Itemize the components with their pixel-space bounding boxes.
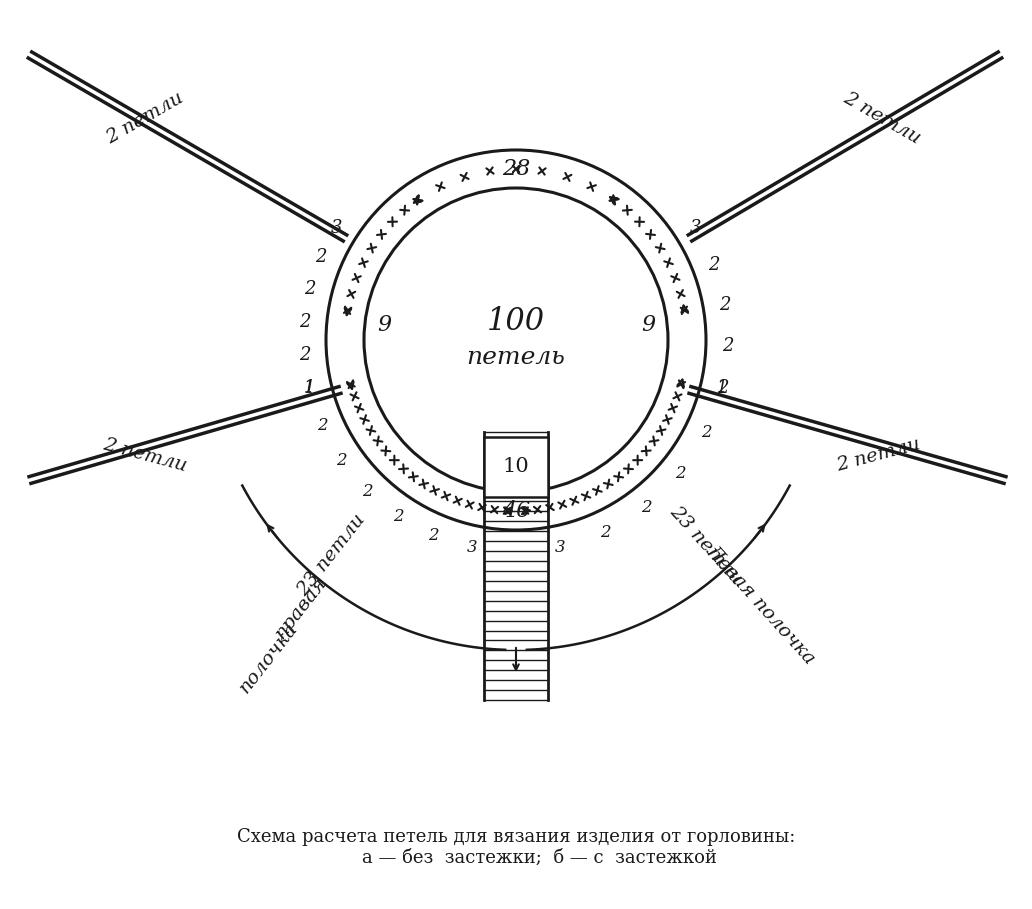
Text: 9: 9 [377,314,391,336]
Bar [484,437,548,497]
Text: 2: 2 [722,337,734,355]
Text: 2: 2 [717,379,729,396]
Text: 3: 3 [690,219,702,236]
Text: 3: 3 [466,539,477,556]
Text: 23 петли: 23 петли [667,503,745,587]
Text: 2: 2 [641,498,652,515]
Text: 2: 2 [362,483,373,500]
Text: 2: 2 [299,345,311,364]
Text: петель: петель [466,346,566,369]
Text: правая: правая [271,574,330,642]
Text: 2: 2 [317,417,327,435]
Text: 2: 2 [304,280,316,298]
Text: полочка: полочка [235,619,301,696]
Text: 3: 3 [555,539,566,556]
Text: 2: 2 [601,524,611,541]
Text: 23 петли: 23 петли [294,511,368,599]
Text: 28: 28 [502,158,530,180]
Text: 2 петли: 2 петли [101,435,189,474]
Text: 2: 2 [336,452,347,469]
Text: 3: 3 [330,219,342,236]
Text: 100: 100 [487,306,545,337]
Text: 2 петли: 2 петли [840,89,924,147]
Text: 1: 1 [304,379,315,396]
Text: 10: 10 [503,457,529,476]
Text: 1: 1 [717,379,728,396]
Text: 2: 2 [675,464,686,482]
Text: 2: 2 [393,508,404,524]
Text: 2: 2 [709,256,720,274]
Text: 2: 2 [299,313,311,331]
Text: 9: 9 [641,314,655,336]
Text: 2: 2 [428,527,439,544]
Text: 2: 2 [701,425,712,442]
Text: 2: 2 [719,296,731,314]
Text: Левая полочка: Левая полочка [703,542,819,668]
Text: 46: 46 [502,500,530,522]
Text: 2 петли: 2 петли [834,435,922,474]
Text: Схема расчета петель для вязания изделия от горловины:
        а — без  застежки: Схема расчета петель для вязания изделия… [236,827,796,866]
Text: 1: 1 [303,379,315,396]
Text: 2 петли: 2 петли [103,89,187,147]
Text: 2: 2 [315,248,326,266]
